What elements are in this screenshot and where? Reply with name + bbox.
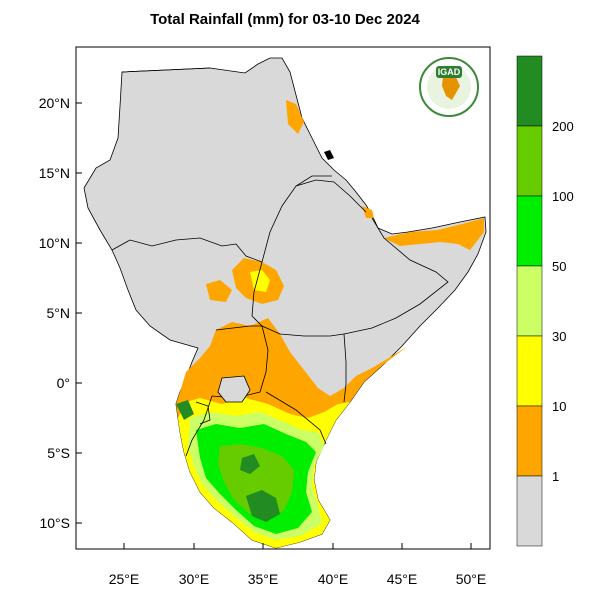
lat-label-10n: 10°N xyxy=(39,235,70,251)
colorbar-label-100: 100 xyxy=(552,189,574,204)
colorbar-bin-1-10 xyxy=(516,405,543,477)
colorbar-label-1: 1 xyxy=(552,469,559,484)
border-ethiopia-somalia xyxy=(343,217,449,335)
lat-label-5n: 5°N xyxy=(47,305,71,321)
logo-badge xyxy=(436,66,462,78)
logo-text: IGAD xyxy=(438,67,461,77)
colorbar-bin-30-50 xyxy=(516,265,543,337)
dahlak-island xyxy=(324,150,334,160)
border-sudan-south-sudan xyxy=(111,237,263,263)
africa-shape-icon xyxy=(442,75,460,100)
colorbar-label-30: 30 xyxy=(552,329,566,344)
border-rwanda-burundi xyxy=(195,401,211,425)
map-title: Total Rainfall (mm) for 03-10 Dec 2024 xyxy=(150,11,420,28)
lon-label-45e: 45°E xyxy=(387,571,418,587)
lat-label-5s: 5°S xyxy=(47,445,70,461)
rain-band-over-200-a xyxy=(246,490,280,522)
lon-label-35e: 35°E xyxy=(248,571,279,587)
colorbar-bin-under-1 xyxy=(516,475,543,547)
border-south-sudan-kenya xyxy=(251,261,345,337)
border-sudan-ethiopia xyxy=(261,175,332,263)
border-eritrea-ethiopia xyxy=(295,179,367,213)
rain-band-1-10-west xyxy=(206,280,232,302)
rain-band-1-10-somalia-north xyxy=(384,218,484,250)
country-borders xyxy=(111,67,449,457)
lat-label-0: 0° xyxy=(57,375,70,391)
colorbar-label-200: 200 xyxy=(552,119,574,134)
lon-label-50e: 50°E xyxy=(456,571,487,587)
colorbar-bin-100-200 xyxy=(516,125,543,197)
rain-band-1-10-eritrea xyxy=(362,206,374,218)
colorbar-bin-10-30 xyxy=(516,335,543,407)
lat-label-15n: 15°N xyxy=(39,165,70,181)
longitude-axis: 25°E 30°E 35°E 40°E 45°E 50°E xyxy=(109,543,487,587)
rain-band-1-10-sudan-north xyxy=(286,100,304,134)
border-kenya-tanzania xyxy=(265,391,327,445)
lon-label-30e: 30°E xyxy=(179,571,210,587)
map-panel xyxy=(75,46,491,550)
colorbar-legend: 200 100 50 30 10 1 xyxy=(516,55,574,547)
lat-label-20n: 20°N xyxy=(39,95,70,111)
colorbar-label-50: 50 xyxy=(552,259,566,274)
rain-band-over-200-c xyxy=(176,400,194,420)
igad-logo: IGAD xyxy=(419,57,479,117)
latitude-axis: 20°N 15°N 10°N 5°N 0° 5°S 10°S xyxy=(39,95,82,531)
lon-label-40e: 40°E xyxy=(318,571,349,587)
rain-band-over-200-b xyxy=(240,454,260,474)
rainfall-overlay xyxy=(176,100,484,548)
lon-label-25e: 25°E xyxy=(109,571,140,587)
border-sudan-egypt xyxy=(121,67,211,73)
colorbar-bin-50-100 xyxy=(516,195,543,267)
map-frame xyxy=(75,46,491,550)
colorbar-label-10: 10 xyxy=(552,399,566,414)
colorbar-bin-over-200 xyxy=(516,55,543,127)
lat-label-10s: 10°S xyxy=(39,515,70,531)
lake-victoria xyxy=(217,375,251,403)
rain-band-10-30-south-sudan xyxy=(250,270,270,292)
border-kenya-somalia xyxy=(343,333,347,403)
